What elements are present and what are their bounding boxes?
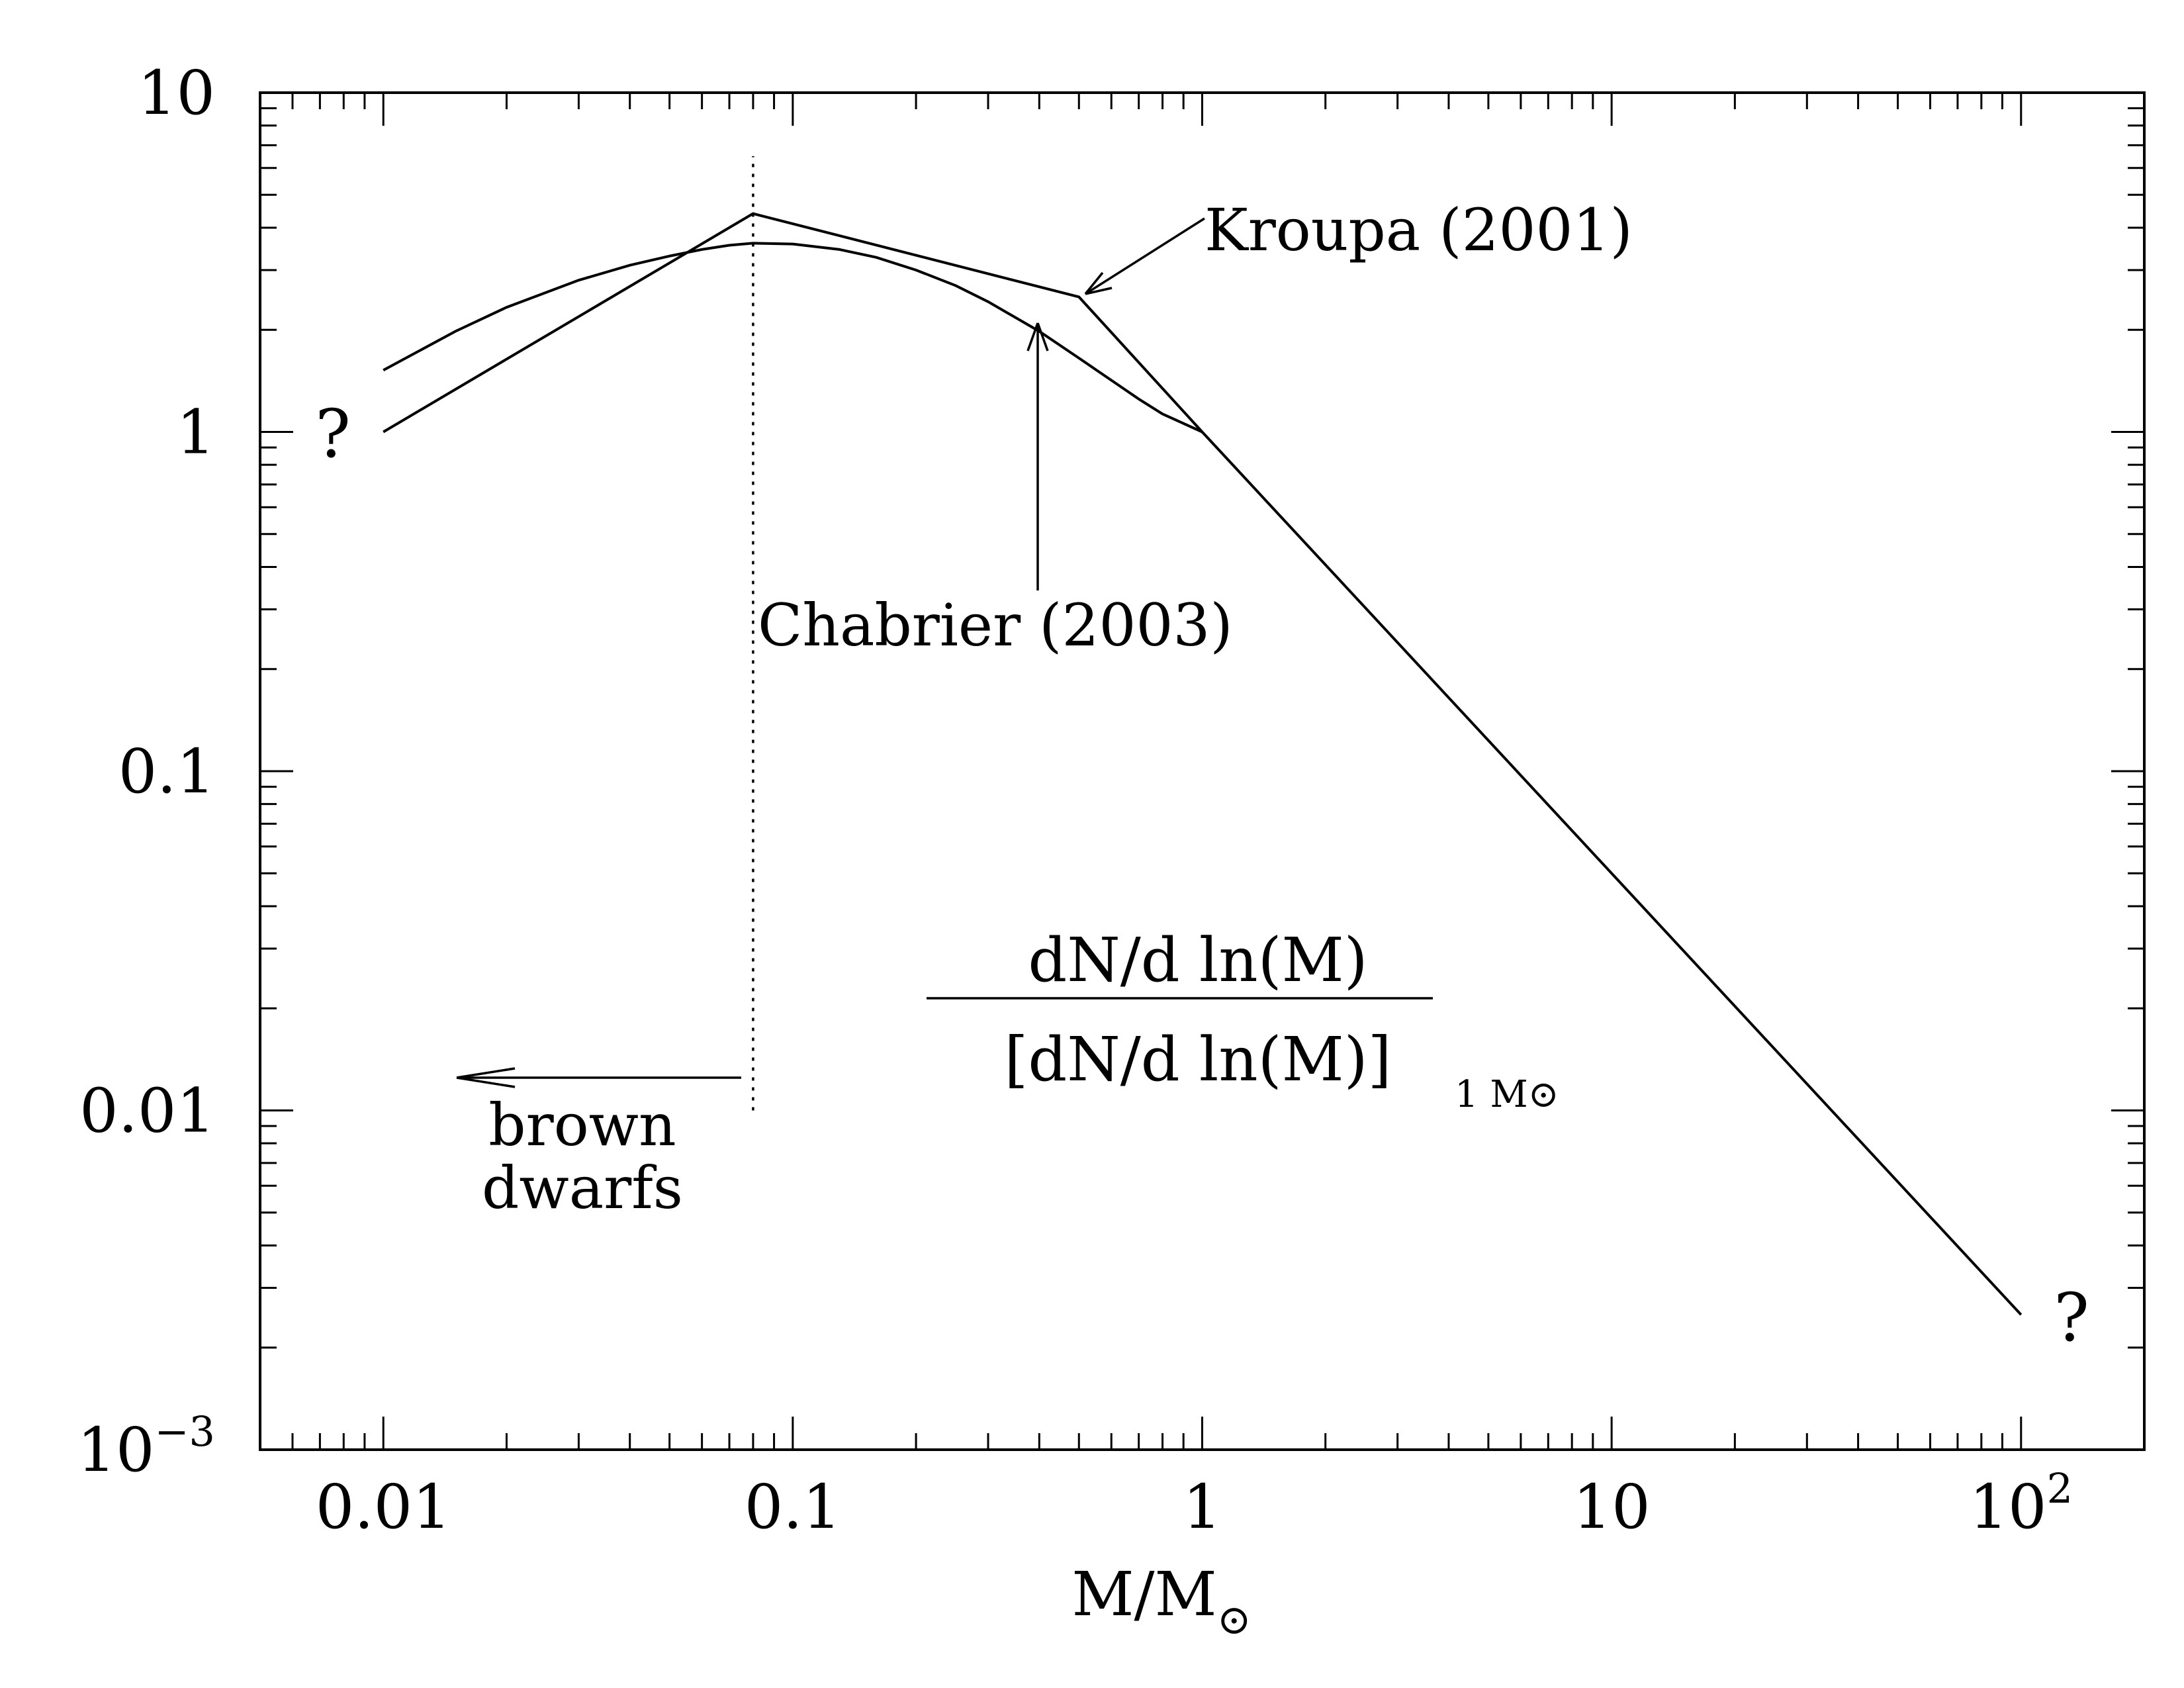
x-tick-label-base: 0.1 <box>745 1472 841 1542</box>
chabrier-label: Chabrier (2003) <box>758 591 1233 659</box>
plot-frame <box>259 91 2146 1451</box>
question-mark-right: ? <box>2054 1279 2089 1356</box>
x-tick-label-exponent: 2 <box>2047 1464 2073 1513</box>
x-axis-label-sub: ⊙ <box>1217 1595 1251 1644</box>
x-axis-label-base: M/M <box>1071 1559 1216 1630</box>
y-tick-label-base: 10 <box>138 58 215 128</box>
formula-denominator: [dN/d ln(M)] <box>1005 1024 1392 1095</box>
kroupa-label: Kroupa (2001) <box>1205 196 1633 264</box>
formula-numerator: dN/d ln(M) <box>1028 925 1367 996</box>
y-tick-label: 0.1 <box>118 736 215 807</box>
y-tick-label: 1 <box>176 397 215 468</box>
question-mark-left: ? <box>315 395 351 473</box>
x-tick-label: 1 <box>1183 1472 1222 1542</box>
series-layer <box>383 156 2023 1316</box>
x-tick-label: 0.01 <box>316 1472 451 1542</box>
x-tick-label-base: 10 <box>1573 1472 1651 1542</box>
x-tick-label: 102 <box>1970 1464 2073 1542</box>
brown-dwarfs-label-line1: brown <box>488 1091 676 1159</box>
x-tick-label-base: 10 <box>1970 1472 2047 1542</box>
chabrier-series-line <box>383 242 1203 434</box>
y-tick-label-exponent: −3 <box>155 1407 215 1456</box>
y-tick-label-base: 1 <box>176 397 215 468</box>
x-tick-label: 10 <box>1573 1472 1651 1542</box>
kroupa-series-line <box>383 212 2023 1316</box>
formula-subscript: 1 M⊙ <box>1455 1073 1559 1116</box>
x-tick-label-base: 1 <box>1183 1472 1222 1542</box>
x-tick-label-base: 0.01 <box>316 1472 451 1542</box>
y-tick-label: 10 <box>138 58 215 128</box>
chabrier-arrow-head <box>1026 322 1049 352</box>
kroupa-arrow-shaft <box>1085 217 1205 295</box>
x-axis-label: M/M⊙ <box>1071 1559 1251 1644</box>
y-tick-label: 0.01 <box>79 1076 215 1147</box>
y-tick-label-base: 10 <box>77 1415 155 1485</box>
y-tick-label-base: 0.1 <box>118 736 215 807</box>
kroupa-arrow-head <box>1084 271 1113 295</box>
tick-marks <box>259 91 2146 1451</box>
brown-dwarfs-label-line2: dwarfs <box>482 1154 683 1222</box>
x-tick-labels: 0.01 0.1 1 10 102 <box>316 1464 2073 1542</box>
brown-dwarfs-arrow-head <box>456 1067 516 1088</box>
y-tick-label: 10−3 <box>77 1407 215 1485</box>
y-tick-label-base: 0.01 <box>79 1076 215 1147</box>
x-tick-label: 0.1 <box>745 1472 841 1542</box>
